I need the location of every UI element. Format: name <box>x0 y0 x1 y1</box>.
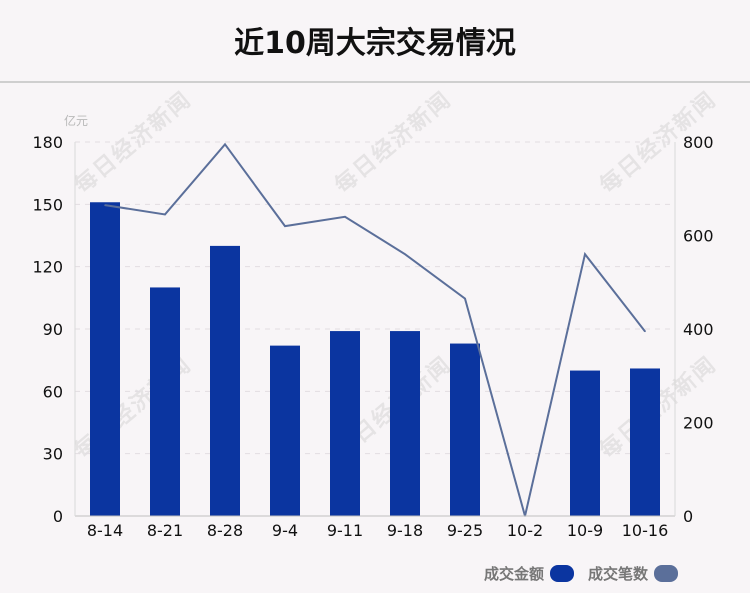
y-right-tick-label: 600 <box>683 227 714 246</box>
line-point <box>104 204 106 206</box>
y-left-tick-label: 0 <box>53 507 63 526</box>
line-point <box>464 297 466 300</box>
y-left-tick-label: 90 <box>43 320 63 339</box>
legend: 成交金额 成交笔数 <box>484 563 692 584</box>
y-right-tick-label: 200 <box>683 414 714 433</box>
line-point <box>164 213 166 216</box>
y-right-tick-label: 0 <box>683 507 693 526</box>
x-tick-label: 10-16 <box>622 521 669 540</box>
legend-item-count: 成交笔数 <box>588 563 679 584</box>
y-left-tick-label: 150 <box>32 195 63 214</box>
bar <box>570 370 600 516</box>
line-point <box>284 225 286 227</box>
bar <box>390 331 420 516</box>
legend-label-count: 成交笔数 <box>588 565 649 583</box>
bar <box>630 368 660 516</box>
x-tick-label: 9-18 <box>387 521 423 540</box>
left-axis-unit: 亿元 <box>64 113 88 128</box>
legend-item-amount: 成交金额 <box>484 563 575 584</box>
x-tick-label: 10-9 <box>567 521 603 540</box>
bar <box>210 245 240 516</box>
line-point <box>644 330 646 333</box>
line-point <box>584 253 586 255</box>
bar <box>330 331 360 516</box>
chart-title: 近10周大宗交易情况 <box>234 26 516 61</box>
y-left-tick-label: 180 <box>32 133 63 152</box>
legend-label-amount: 成交金额 <box>484 565 545 583</box>
x-tick-label: 9-25 <box>447 521 483 540</box>
y-right-tick-label: 400 <box>683 320 714 339</box>
bar <box>270 345 300 516</box>
y-left-tick-label: 60 <box>43 382 63 401</box>
line-point <box>404 253 406 255</box>
y-left-tick-label: 120 <box>32 258 63 277</box>
x-tick-label: 8-21 <box>147 521 183 540</box>
bar <box>90 202 120 516</box>
line-point <box>344 216 346 218</box>
x-tick-label: 8-28 <box>207 521 243 540</box>
legend-swatch-amount <box>550 565 575 582</box>
line-point <box>224 143 226 146</box>
x-tick-label: 9-4 <box>272 521 298 540</box>
series-line-count <box>104 142 646 517</box>
bar <box>450 343 480 516</box>
x-tick-label: 9-11 <box>327 521 363 540</box>
title-divider <box>0 81 750 83</box>
legend-swatch-count <box>654 565 679 582</box>
x-tick-label: 10-2 <box>507 521 543 540</box>
y-left-tick-label: 30 <box>43 445 63 464</box>
x-tick-label: 8-14 <box>87 521 123 540</box>
bar <box>150 287 180 516</box>
y-right-tick-label: 800 <box>683 133 714 152</box>
